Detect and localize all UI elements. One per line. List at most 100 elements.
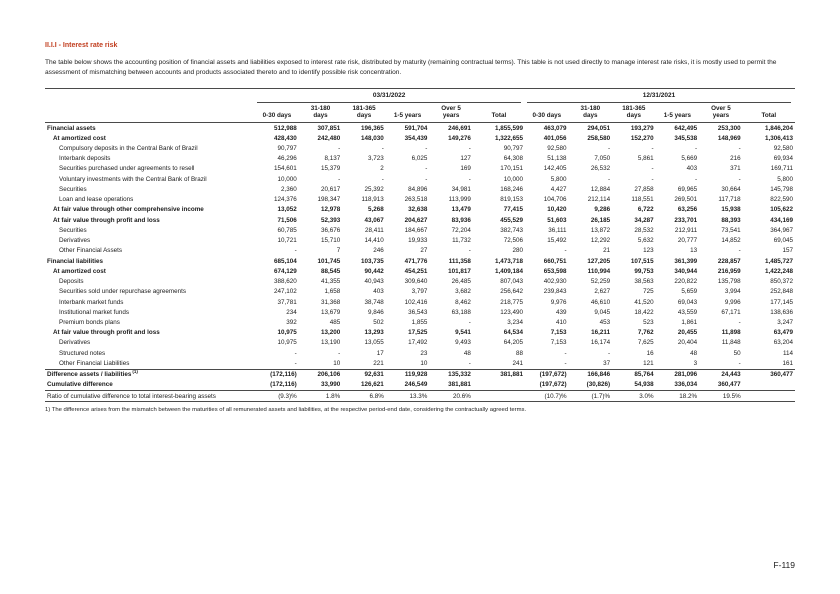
- value-cell: (172,116): [255, 368, 299, 380]
- value-cell: 13,872: [590, 226, 611, 234]
- value-cell: -: [738, 318, 741, 326]
- row-label: Financial assets: [47, 124, 96, 132]
- value-cell: -: [468, 175, 471, 183]
- value-cell: 340,944: [674, 267, 698, 275]
- value-cell: 10,975: [277, 329, 297, 337]
- value-cell: 819,153: [500, 196, 524, 204]
- value-cell: -: [738, 247, 741, 255]
- value-cell: 392: [286, 318, 297, 326]
- value-cell: -: [338, 175, 341, 183]
- row-label-header: [45, 103, 256, 124]
- row-label: Derivatives: [59, 339, 91, 347]
- value-cell: 135,332: [429, 368, 473, 380]
- value-cell: -: [738, 145, 741, 152]
- value-cell: 9,976: [550, 298, 567, 306]
- value-cell: 90,797: [277, 145, 297, 152]
- value-cell: 52,393: [321, 216, 341, 224]
- maturity-column-header: 181-365 days: [342, 103, 386, 124]
- value-cell: -: [651, 145, 654, 152]
- value-cell: 10,420: [547, 206, 567, 214]
- value-cell: 43,067: [364, 216, 384, 224]
- value-cell: 204,627: [404, 216, 428, 224]
- value-cell: 1,846,204: [764, 124, 793, 132]
- maturity-column-header: 0-30 days: [525, 103, 569, 124]
- value-cell: 36,676: [321, 226, 341, 234]
- row-label: Interbank market funds: [59, 298, 124, 306]
- value-cell: 41,355: [321, 278, 341, 286]
- value-cell: 127,205: [587, 257, 611, 265]
- value-cell: 13,052: [277, 206, 297, 214]
- value-cell: 10,000: [503, 175, 524, 183]
- value-cell: 123: [643, 247, 654, 255]
- value-cell: 17: [376, 349, 384, 357]
- table-row: Voluntary investments with the Central B…: [45, 174, 795, 184]
- value-cell: 471,776: [404, 257, 428, 265]
- value-cell: 90,442: [364, 267, 384, 275]
- value-cell: 118,913: [361, 196, 384, 204]
- value-cell: 64,308: [503, 155, 524, 163]
- value-cell: 124,376: [273, 196, 297, 204]
- value-cell: 403: [373, 288, 384, 296]
- value-cell: 69,934: [773, 155, 793, 163]
- value-cell: 20.6%: [429, 390, 473, 403]
- value-cell: 166,846: [568, 368, 613, 380]
- value-cell: 13.3%: [385, 390, 430, 403]
- value-cell: 455,529: [500, 216, 524, 224]
- row-label: Structured notes: [59, 349, 106, 357]
- value-cell: 24,443: [699, 368, 743, 380]
- value-cell: (30,826): [586, 381, 611, 389]
- value-cell: -: [425, 145, 428, 152]
- value-cell: 12,884: [590, 185, 611, 193]
- value-cell: 34,287: [634, 216, 654, 224]
- value-cell: 12,292: [590, 237, 611, 245]
- value-cell: 242,480: [317, 134, 341, 142]
- value-cell: 16,211: [591, 329, 611, 337]
- value-cell: 1.8%: [298, 390, 343, 403]
- value-cell: [473, 380, 525, 391]
- value-cell: 9,493: [455, 339, 471, 347]
- table-row: Compulsory deposits in the Central Bank …: [45, 144, 795, 154]
- value-cell: 1,306,413: [764, 134, 793, 142]
- value-cell: -: [338, 145, 341, 152]
- value-cell: 212,114: [587, 196, 611, 204]
- maturity-column-header: Total: [742, 103, 795, 124]
- row-label: Loan and lease operations: [59, 196, 134, 204]
- maturity-column-header: 31-180 days: [298, 103, 343, 124]
- value-cell: 252,848: [770, 288, 793, 296]
- value-cell: 8,462: [455, 298, 471, 306]
- row-label: At fair value through profit and loss: [53, 216, 160, 224]
- value-cell: -: [381, 145, 384, 152]
- value-cell: 72,204: [451, 226, 471, 234]
- value-cell: 309,640: [404, 278, 428, 286]
- value-cell: 9,846: [368, 308, 384, 316]
- value-cell: 13,200: [321, 329, 341, 337]
- value-cell: 145,798: [770, 185, 793, 193]
- table-row: At fair value through other comprehensiv…: [45, 205, 795, 215]
- value-cell: 72,506: [503, 237, 524, 245]
- value-cell: 37,781: [277, 298, 297, 306]
- value-cell: 660,751: [543, 257, 567, 265]
- row-label: Securities purchased under agreements to…: [59, 165, 195, 173]
- footnote: 1) The difference arises from the mismat…: [45, 407, 527, 414]
- row-label: Cumulative difference: [47, 381, 113, 389]
- value-cell: 23: [420, 349, 428, 357]
- value-cell: 177,145: [770, 298, 793, 306]
- table-row: Financial assets 512,988 307,851 196,365 591…: [45, 123, 795, 134]
- value-cell: 38,748: [364, 298, 384, 306]
- row-label: Securities sold under repurchase agreeme…: [59, 288, 187, 296]
- value-cell: 1,322,655: [495, 134, 524, 142]
- value-cell: 371: [730, 165, 741, 173]
- maturity-column-header: 0-30 days: [255, 103, 299, 124]
- table-row: Securities sold under repurchase agreeme…: [45, 287, 795, 297]
- value-cell: 127: [460, 155, 471, 163]
- value-cell: 28,532: [634, 226, 654, 234]
- value-cell: 37: [603, 359, 611, 367]
- value-cell: 642,495: [674, 124, 698, 132]
- value-cell: 88: [516, 349, 524, 357]
- row-label: Financial liabilities: [47, 257, 103, 265]
- value-cell: 221: [373, 359, 384, 367]
- value-cell: 388,620: [273, 278, 297, 286]
- value-cell: 439: [556, 308, 567, 316]
- value-cell: 216,959: [717, 267, 741, 275]
- value-cell: 212,911: [674, 226, 698, 234]
